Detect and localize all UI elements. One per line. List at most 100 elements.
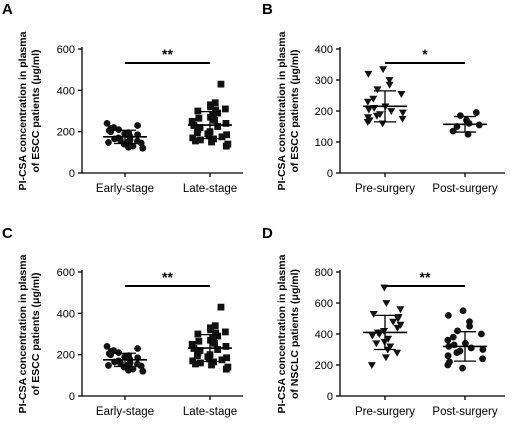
data-point xyxy=(396,306,405,314)
y-tick-label: 200 xyxy=(315,106,333,118)
significance-label: ** xyxy=(420,269,431,285)
y-tick-label: 300 xyxy=(315,75,333,87)
y-tick-label: 400 xyxy=(315,329,333,341)
data-point xyxy=(398,115,407,123)
data-point xyxy=(212,106,220,114)
significance-label: * xyxy=(422,46,428,62)
data-point xyxy=(196,347,204,354)
data-point xyxy=(189,357,197,365)
data-point xyxy=(479,346,487,353)
y-axis-label-line: PI-CSA concentration in plasma xyxy=(276,31,288,190)
y-tick-label: 400 xyxy=(57,308,75,320)
y-tick-label: 800 xyxy=(315,267,333,279)
y-tick-label: 0 xyxy=(69,168,75,180)
y-tick-label: 0 xyxy=(327,168,333,180)
data-point xyxy=(364,114,373,122)
y-tick-label: 100 xyxy=(315,137,333,149)
data-point xyxy=(387,108,396,115)
data-point xyxy=(125,129,132,137)
data-point xyxy=(456,347,464,355)
data-point xyxy=(364,106,373,114)
y-axis-label-line: of ESCC patients (μg/ml) xyxy=(30,49,42,172)
y-axis-label-line: PI-CSA concentration in plasma xyxy=(276,254,288,413)
data-point xyxy=(397,91,406,98)
data-point xyxy=(195,337,203,345)
panel-c: CPI-CSA concentration in plasmaof ESCC p… xyxy=(2,225,243,418)
y-tick-label: 600 xyxy=(57,44,75,56)
y-tick-label: 400 xyxy=(57,85,75,97)
data-point xyxy=(125,352,132,360)
data-point xyxy=(396,321,405,329)
x-tick-label: Late-stage xyxy=(183,183,237,195)
data-point xyxy=(218,356,226,364)
data-point xyxy=(222,120,230,127)
data-point xyxy=(224,140,232,148)
y-axis-label-line: PI-CSA concentration in plasma xyxy=(17,254,29,413)
data-point xyxy=(479,355,486,363)
data-point xyxy=(139,367,147,375)
y-axis-label: PI-CSA concentration in plasmaof ESCC pa… xyxy=(276,31,301,190)
data-point xyxy=(194,107,202,115)
data-point xyxy=(134,345,141,352)
data-point xyxy=(446,358,453,366)
panel-a: API-CSA concentration in plasmaof ESCC p… xyxy=(2,1,243,195)
data-point xyxy=(209,111,217,119)
data-point xyxy=(115,134,122,142)
data-point xyxy=(110,124,118,131)
data-point xyxy=(372,340,381,348)
data-point xyxy=(207,324,214,332)
data-point xyxy=(384,335,393,343)
data-point xyxy=(197,359,204,367)
data-point xyxy=(189,134,197,142)
panel-label: A xyxy=(2,1,13,18)
data-point xyxy=(379,328,388,335)
significance-label: ** xyxy=(162,46,173,62)
data-point xyxy=(459,364,466,372)
data-point xyxy=(450,341,458,349)
data-point xyxy=(209,334,217,342)
data-point xyxy=(385,77,394,84)
data-point xyxy=(472,109,480,116)
data-point xyxy=(196,124,204,131)
significance-label: ** xyxy=(162,269,173,285)
data-point xyxy=(195,114,203,122)
data-point xyxy=(382,300,391,307)
y-axis-label: PI-CSA concentration in plasmaof NSCLC p… xyxy=(276,254,301,413)
data-point xyxy=(222,343,230,350)
y-axis-label-line: of ESCC patients (μg/ml) xyxy=(289,49,301,172)
x-tick-label: Early-stage xyxy=(96,406,154,418)
data-point xyxy=(188,117,196,125)
panel-label: D xyxy=(262,225,273,242)
data-point xyxy=(444,336,452,344)
data-point xyxy=(221,328,229,336)
y-axis-label-line: of NSCLC patients (μg/ml) xyxy=(289,269,301,399)
panel-b: BPI-CSA concentration in plasmaof ESCC p… xyxy=(262,1,505,195)
data-point xyxy=(456,112,464,120)
data-point xyxy=(223,131,231,139)
y-tick-label: 200 xyxy=(57,127,75,139)
x-tick-label: Late-stage xyxy=(183,406,237,418)
data-point xyxy=(373,86,382,94)
data-point xyxy=(197,136,204,144)
data-point xyxy=(223,354,231,362)
data-point xyxy=(381,354,390,362)
data-point xyxy=(214,123,222,130)
data-point xyxy=(459,307,467,315)
data-point xyxy=(449,127,457,135)
y-axis-label-line: of ESCC patients (μg/ml) xyxy=(30,272,42,395)
data-point xyxy=(139,144,147,152)
data-point xyxy=(449,333,457,341)
data-point xyxy=(133,360,141,368)
data-point xyxy=(218,133,226,141)
data-point xyxy=(394,314,403,321)
data-point xyxy=(214,346,222,353)
y-axis-label: PI-CSA concentration in plasmaof ESCC pa… xyxy=(17,254,42,413)
x-tick-label: Pre-surgery xyxy=(355,183,415,195)
data-point xyxy=(211,99,219,107)
y-tick-label: 200 xyxy=(315,360,333,372)
y-tick-label: 600 xyxy=(315,298,333,310)
data-point xyxy=(398,109,407,117)
data-point xyxy=(367,362,376,369)
data-point xyxy=(368,332,377,340)
